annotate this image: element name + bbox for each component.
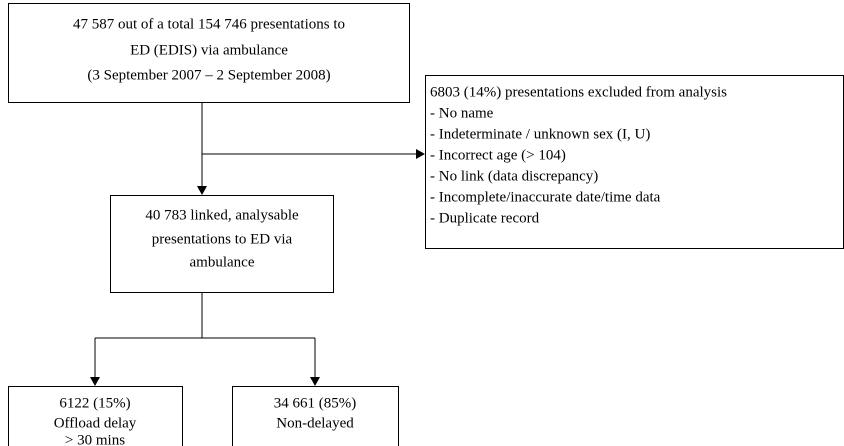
node-text: presentations to ED via — [152, 231, 293, 247]
node-text: 40 783 linked, analysable — [145, 207, 299, 223]
node-text: ED (EDIS) via ambulance — [130, 42, 288, 58]
node-text: - Incomplete/inaccurate date/time data — [430, 189, 661, 205]
box — [8, 3, 410, 103]
node-text: Non-delayed — [276, 415, 354, 431]
node-delayed: 6122 (15%) Offload delay > 30 mins — [8, 386, 183, 446]
node-linked: 40 783 linked, analysable presentations … — [110, 195, 334, 293]
node-text: - Duplicate record — [430, 210, 540, 226]
node-text: - Indeterminate / unknown sex (I, U) — [430, 126, 650, 142]
node-text: Offload delay — [54, 415, 137, 431]
box — [425, 75, 844, 249]
node-non-delayed: 34 661 (85%) Non-delayed — [232, 386, 399, 446]
box — [232, 386, 399, 446]
node-text: ambulance — [190, 254, 255, 270]
arrow-head — [416, 149, 425, 159]
arrow-head — [90, 377, 100, 386]
node-text: - No name — [430, 105, 494, 121]
node-text: - Incorrect age (> 104) — [430, 147, 566, 163]
box — [110, 195, 334, 293]
connectors — [90, 102, 425, 386]
node-text: 47 587 out of a total 154 746 presentati… — [73, 16, 345, 32]
node-text: > 30 mins — [65, 432, 125, 446]
node-text: 6803 (14%) presentations excluded from a… — [430, 84, 727, 100]
arrow-head — [197, 186, 207, 195]
node-source: 47 587 out of a total 154 746 presentati… — [8, 3, 410, 103]
node-excluded: 6803 (14%) presentations excluded from a… — [425, 75, 844, 249]
box — [8, 386, 183, 446]
node-text: 6122 (15%) — [59, 395, 130, 411]
arrow-head — [310, 377, 320, 386]
node-text: (3 September 2007 – 2 September 2008) — [87, 67, 330, 83]
node-text: 34 661 (85%) — [274, 395, 357, 411]
node-text: - No link (data discrepancy) — [430, 168, 598, 184]
